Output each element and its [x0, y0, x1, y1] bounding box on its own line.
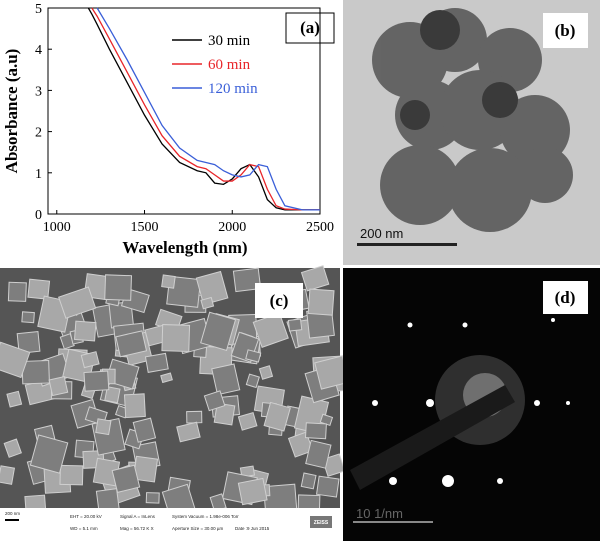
grain — [300, 472, 317, 490]
legend-label: 60 min — [208, 57, 251, 73]
grain — [315, 475, 340, 498]
grain — [21, 311, 35, 324]
grain — [104, 274, 133, 301]
legend-label: 30 min — [208, 33, 251, 49]
y-tick-label: 5 — [35, 2, 42, 17]
x-tick-label: 1500 — [131, 220, 159, 235]
grain — [58, 286, 97, 319]
info: Aperture Size = 30.00 µm — [172, 526, 223, 531]
grain — [237, 477, 268, 506]
grain — [29, 434, 69, 474]
grain — [232, 267, 262, 293]
series-line — [96, 7, 320, 211]
grain — [111, 464, 141, 494]
grain — [258, 365, 274, 380]
info: Mag = 56.72 K X — [120, 526, 154, 531]
grain — [263, 401, 291, 432]
grain — [145, 492, 160, 504]
info: System Vacuum = 1.98e-006 Torr — [172, 514, 239, 519]
y-tick-label: 0 — [35, 208, 42, 223]
grain — [115, 330, 148, 358]
grain — [237, 412, 258, 431]
grain — [304, 422, 327, 440]
grain — [200, 296, 215, 310]
grain — [123, 393, 146, 419]
grain — [73, 320, 97, 342]
grain — [0, 341, 31, 379]
panel-a: (a) Wavelength (nm) Absorbance (a.u) 012… — [2, 2, 335, 257]
grain — [161, 324, 191, 352]
scale-label: 10 1/nm — [356, 506, 403, 521]
info: EHT = 20.00 kV — [70, 514, 102, 519]
grain — [80, 351, 100, 369]
grain — [287, 431, 314, 458]
x-tick-label: 2500 — [306, 220, 334, 235]
info: Date :9 Jun 2015 — [235, 526, 270, 531]
x-tick-label: 2000 — [218, 220, 246, 235]
grain — [300, 265, 330, 292]
panel-label: (c) — [270, 291, 289, 310]
grain — [48, 376, 69, 397]
grain — [3, 438, 22, 458]
info: WD = 5.1 mm — [70, 526, 98, 531]
grain — [6, 390, 23, 408]
grain — [186, 410, 203, 424]
y-tick-label: 2 — [35, 126, 42, 141]
y-tick-label: 3 — [35, 84, 42, 99]
grain — [287, 318, 303, 332]
grain — [307, 288, 335, 316]
grain — [95, 418, 112, 436]
x-axis-label: Wavelength (nm) — [122, 238, 247, 257]
series-line — [87, 7, 320, 211]
grain — [144, 352, 169, 373]
grain — [195, 270, 229, 306]
x-tick-label: 1000 — [43, 220, 71, 235]
grain — [132, 417, 157, 443]
grain — [160, 372, 173, 384]
grain — [161, 274, 176, 289]
y-tick-label: 1 — [35, 167, 42, 182]
grain — [59, 464, 84, 486]
grain — [166, 275, 202, 308]
grain — [0, 465, 16, 485]
legend-label: 120 min — [208, 81, 258, 97]
grain — [245, 373, 260, 389]
scale-label: 200 nm — [5, 511, 20, 516]
panel-c: 200 nm EHT = 20.00 kV Signal A = InLens … — [0, 265, 350, 541]
grain — [83, 370, 110, 392]
grain — [7, 281, 27, 302]
info: Signal A = InLens — [120, 514, 156, 519]
panel-d: 10 1/nm (d) — [343, 268, 600, 541]
grain — [211, 363, 241, 396]
grain — [27, 278, 51, 300]
grain — [213, 402, 236, 426]
grain — [203, 390, 226, 412]
grain — [176, 421, 201, 443]
panel-b: 200 nm (b) — [343, 0, 600, 265]
panel-label: (d) — [555, 288, 576, 307]
grain — [245, 349, 262, 363]
y-tick-label: 4 — [35, 43, 42, 58]
series-line — [91, 7, 320, 211]
y-axis-label: Absorbance (a.u) — [2, 49, 21, 174]
plot-frame — [47, 7, 321, 215]
panel-label: (b) — [555, 21, 576, 40]
grain — [200, 311, 237, 352]
brand: ZEISS — [314, 520, 329, 526]
grain — [305, 439, 332, 469]
grain — [104, 386, 121, 404]
panel-label: (a) — [300, 18, 320, 37]
scale-label: 200 nm — [360, 226, 403, 241]
